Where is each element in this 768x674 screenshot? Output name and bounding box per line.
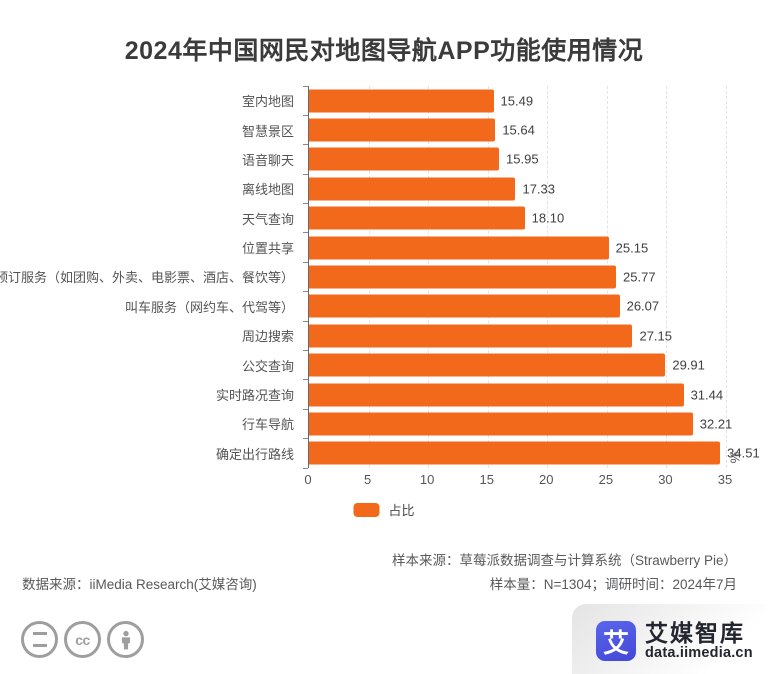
category-label: 确定出行路线 xyxy=(215,446,294,462)
value-label: 17.33 xyxy=(522,181,556,197)
x-tick-label: 35 xyxy=(717,472,733,487)
cc-icon: cc xyxy=(64,621,101,658)
value-label: 29.91 xyxy=(672,357,705,373)
y-axis-tick xyxy=(303,144,308,146)
brand-name: 艾媒智库 xyxy=(645,620,745,646)
bar xyxy=(309,383,684,407)
y-axis-tick xyxy=(303,349,308,351)
value-label: 27.15 xyxy=(639,328,673,344)
license-icons: cc xyxy=(21,621,144,658)
bar-row: 26.07 xyxy=(309,292,726,321)
gridline xyxy=(666,86,668,468)
bar xyxy=(309,118,496,142)
bar-row: 29.91 xyxy=(309,350,726,379)
equals-icon xyxy=(21,621,58,658)
category-label: 叫车服务（网约车、代驾等） xyxy=(124,299,294,315)
y-axis-tick xyxy=(303,379,308,381)
category-label: 语音聊天 xyxy=(241,152,294,168)
x-tick-label: 0 xyxy=(304,472,312,487)
value-label: 18.10 xyxy=(531,210,565,226)
x-axis-unit-label: % xyxy=(727,451,743,464)
bar-row: 18.10 xyxy=(309,204,726,233)
category-label: 位置共享 xyxy=(241,241,294,257)
chart-title: 2024年中国网民对地图导航APP功能使用情况 xyxy=(124,37,644,65)
x-axis: 0 5 10 15 20 25 30 35 xyxy=(304,472,732,488)
bar-row: 25.15 xyxy=(309,233,726,262)
bar-row: 31.44 xyxy=(309,380,726,409)
value-label: 15.95 xyxy=(506,151,539,167)
category-label: 离线地图 xyxy=(241,182,294,198)
y-axis-tick xyxy=(303,85,308,87)
bar xyxy=(309,89,494,113)
legend-swatch xyxy=(353,502,380,517)
gridline xyxy=(726,86,727,468)
x-tick-label: 10 xyxy=(419,472,435,487)
category-label: 行车导航 xyxy=(241,417,294,433)
bar-row: 17.33 xyxy=(309,174,726,203)
y-axis-tick xyxy=(303,467,308,469)
bar xyxy=(309,177,516,201)
bar xyxy=(309,236,609,260)
category-label: 智慧景区 xyxy=(241,123,294,139)
sample-source-text: 样本来源：草莓派数据调查与计算系统（Strawberry Pie） xyxy=(391,553,737,568)
x-tick-label: 15 xyxy=(479,472,494,487)
bar xyxy=(309,206,525,230)
value-label: 15.64 xyxy=(502,122,535,138)
bar xyxy=(309,147,500,171)
bar-row: 15.95 xyxy=(309,145,726,174)
x-tick-label: 25 xyxy=(598,472,614,487)
category-label: 天气查询 xyxy=(241,211,294,227)
brand-text: 艾媒智库 data.iimedia.cn xyxy=(645,621,753,661)
x-tick-label: 20 xyxy=(539,472,554,487)
y-axis-tick xyxy=(303,408,308,410)
bar xyxy=(309,265,617,289)
category-label: 实时路况查询 xyxy=(215,388,294,404)
y-axis-labels: 室内地图智慧景区语音聊天离线地图天气查询位置共享预订服务（如团购、外卖、电影票、… xyxy=(0,86,301,468)
value-label: 32.21 xyxy=(699,416,733,432)
y-axis-tick xyxy=(303,232,308,234)
data-source-text: 数据来源：iiMedia Research(艾媒咨询) xyxy=(22,577,257,592)
bar-row: 15.49 xyxy=(309,86,726,115)
bar xyxy=(309,324,633,348)
category-label: 公交查询 xyxy=(241,358,294,374)
iimedia-logo-icon: 艾 xyxy=(596,621,636,662)
attribution-person-icon xyxy=(107,621,144,658)
bar-row: 34.51 xyxy=(309,439,760,468)
bar-row: 32.21 xyxy=(309,409,732,438)
category-label: 室内地图 xyxy=(241,94,294,110)
y-axis-tick xyxy=(303,114,308,116)
value-label: 25.15 xyxy=(615,240,649,256)
x-tick-label: 30 xyxy=(658,472,673,487)
y-axis-tick xyxy=(303,173,308,175)
bar-row: 15.64 xyxy=(309,115,726,144)
value-label: 15.49 xyxy=(500,93,534,109)
value-label: 31.44 xyxy=(690,387,724,403)
value-label: 26.07 xyxy=(626,298,660,314)
bar xyxy=(309,412,693,436)
bar xyxy=(309,441,721,465)
legend: 占比 xyxy=(353,500,415,519)
bar-row: 27.15 xyxy=(309,321,726,350)
y-axis-tick xyxy=(303,261,308,263)
value-label: 25.77 xyxy=(623,269,656,285)
legend-label: 占比 xyxy=(388,503,415,518)
y-axis-tick xyxy=(303,438,308,440)
x-tick-label: 5 xyxy=(363,472,372,487)
y-axis-tick xyxy=(303,203,308,205)
brand-site: data.iimedia.cn xyxy=(645,645,753,662)
category-label: 预订服务（如团购、外卖、电影票、酒店、餐饮等） xyxy=(0,270,294,286)
brand-block: 艾 艾媒智库 data.iimedia.cn xyxy=(596,621,753,662)
y-axis-tick xyxy=(303,291,308,293)
y-axis-tick xyxy=(303,320,308,322)
plot-area: 15.49 15.64 15.95 17.33 18.10 25.15 25.77 26.07… xyxy=(303,85,760,469)
bar xyxy=(309,353,666,377)
value-label: 34.51 xyxy=(727,445,760,461)
bar xyxy=(309,294,620,318)
category-label: 周边搜索 xyxy=(241,329,294,345)
sample-info-text: 样本量：N=1304；调研时间：2024年7月 xyxy=(489,577,737,592)
bar-row: 25.77 xyxy=(309,262,726,291)
